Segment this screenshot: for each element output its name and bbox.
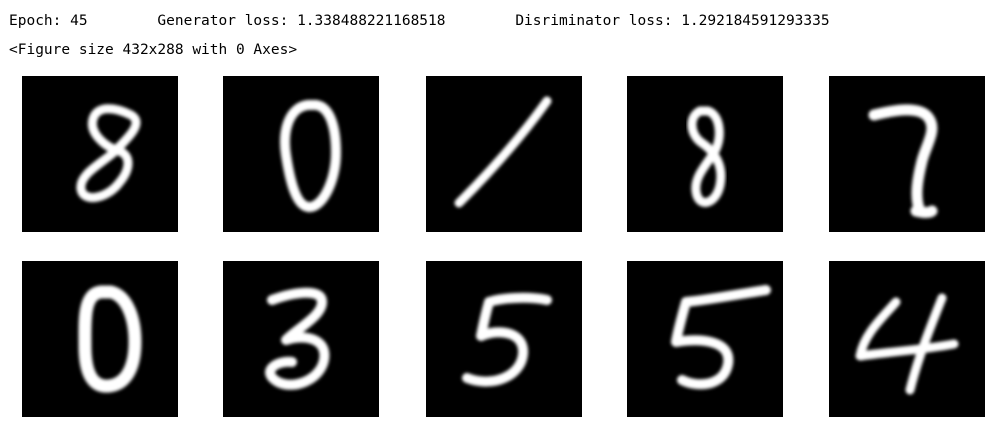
digit-image-7 xyxy=(829,76,985,232)
digit-image-5 xyxy=(627,261,783,417)
digit-image-5 xyxy=(426,261,582,417)
digit-image-8 xyxy=(627,76,783,232)
figure-size-output: <Figure size 432x288 with 0 Axes> xyxy=(9,42,298,58)
digit-image-4 xyxy=(829,261,985,417)
epoch-loss-output: Epoch: 45 Generator loss: 1.338488221168… xyxy=(9,13,830,29)
digit-image-8 xyxy=(22,76,178,232)
digit-image-1 xyxy=(426,76,582,232)
digit-image-0 xyxy=(223,76,379,232)
digit-image-0 xyxy=(22,261,178,417)
digit-image-3 xyxy=(223,261,379,417)
